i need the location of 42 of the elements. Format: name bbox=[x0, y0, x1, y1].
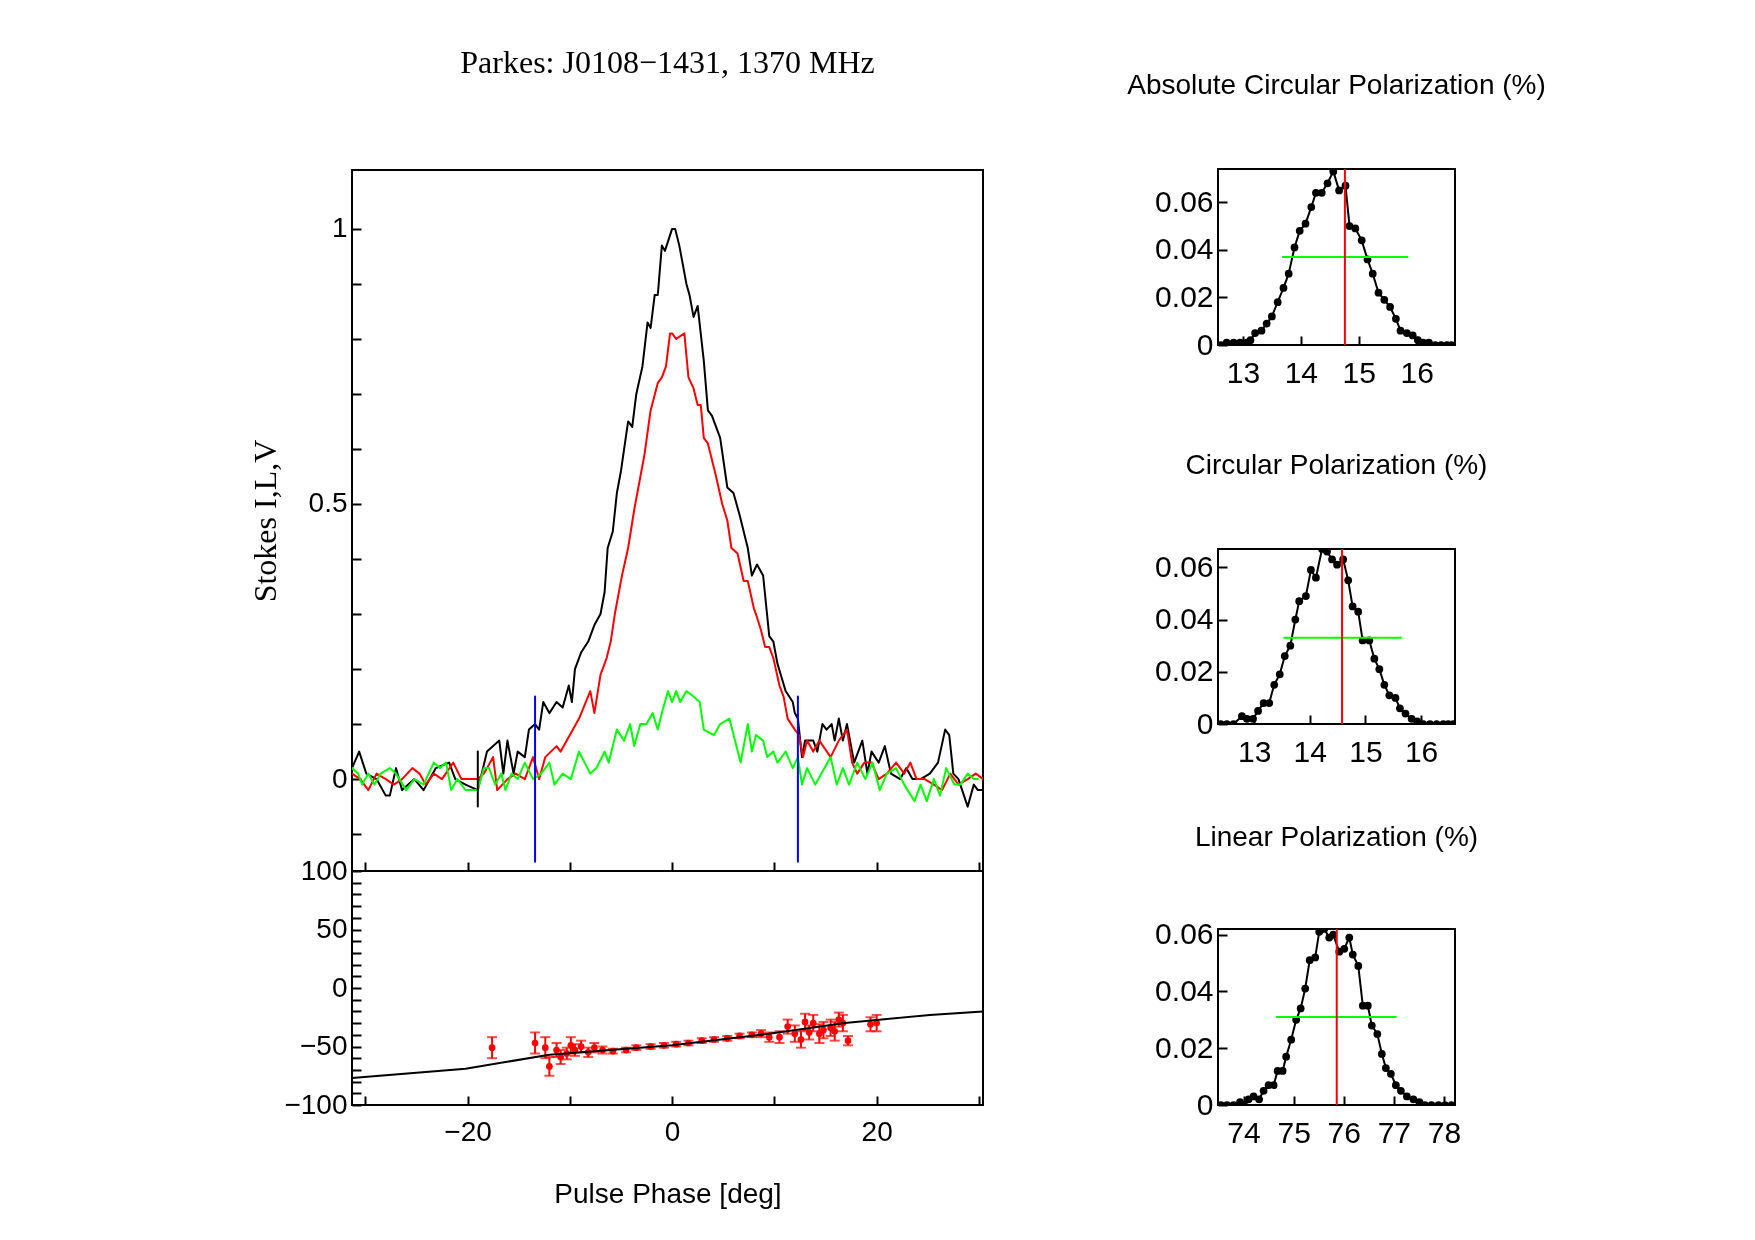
chart-title: Linear Polarization (%) bbox=[1194, 820, 1479, 852]
y-tick-label: 50 bbox=[316, 913, 348, 944]
x-tick-label: 78 bbox=[1427, 1115, 1462, 1149]
x-tick-label: 0 bbox=[664, 1115, 681, 1147]
y-tick-label: 0.02 bbox=[1155, 1030, 1214, 1064]
y-tick-label: 1 bbox=[331, 212, 348, 244]
y-tick-label: 0 bbox=[1196, 706, 1214, 740]
x-tick-label: 74 bbox=[1227, 1115, 1261, 1149]
y-tick-label: 0 bbox=[331, 762, 348, 794]
y-tick-label: 0.04 bbox=[1155, 232, 1214, 266]
x-tick-label: 16 bbox=[1404, 734, 1439, 768]
x-tick-label: 76 bbox=[1327, 1115, 1361, 1149]
y-tick-label: 0.04 bbox=[1155, 973, 1214, 1007]
x-tick-label: 16 bbox=[1400, 355, 1434, 389]
x-tick-label: 13 bbox=[1237, 734, 1272, 768]
y-tick-label: 0.04 bbox=[1155, 602, 1214, 636]
x-tick-label: 14 bbox=[1284, 355, 1319, 389]
y-tick-label: 0.06 bbox=[1155, 184, 1214, 218]
x-tick-label: 75 bbox=[1277, 1115, 1311, 1149]
y-tick-label: 0.02 bbox=[1155, 654, 1214, 688]
chart-title: Circular Polarization (%) bbox=[1185, 449, 1488, 480]
x-tick-label: 14 bbox=[1293, 734, 1327, 768]
x-tick-label: 20 bbox=[861, 1115, 893, 1147]
chart-title: Absolute Circular Polarization (%) bbox=[1127, 69, 1546, 100]
y-tick-label: 0 bbox=[1196, 327, 1214, 361]
y-tick-label: 0.02 bbox=[1155, 279, 1214, 313]
x-tick-label: 15 bbox=[1349, 734, 1383, 768]
y-tick-label: −50 bbox=[300, 1030, 348, 1061]
y-tick-label: −100 bbox=[284, 1088, 348, 1120]
x-tick-label: 15 bbox=[1342, 355, 1376, 389]
y-tick-label: 100 bbox=[300, 854, 348, 886]
y-tick-label: 0.06 bbox=[1155, 549, 1214, 583]
y-tick-label: 0.06 bbox=[1155, 917, 1214, 951]
y-tick-label: 0.5 bbox=[308, 487, 348, 519]
x-tick-label: 13 bbox=[1226, 355, 1261, 389]
y-tick-label: 0 bbox=[331, 971, 348, 1003]
x-axis-title: Pulse Phase [deg] bbox=[554, 1177, 782, 1209]
x-tick-label: 77 bbox=[1377, 1115, 1412, 1149]
y-axis-title: Stokes I,L,V bbox=[246, 439, 283, 603]
chart-title: Parkes: J0108−1431, 1370 MHz bbox=[460, 44, 875, 80]
x-tick-label: −20 bbox=[444, 1115, 492, 1147]
y-tick-label: 0 bbox=[1196, 1087, 1214, 1121]
